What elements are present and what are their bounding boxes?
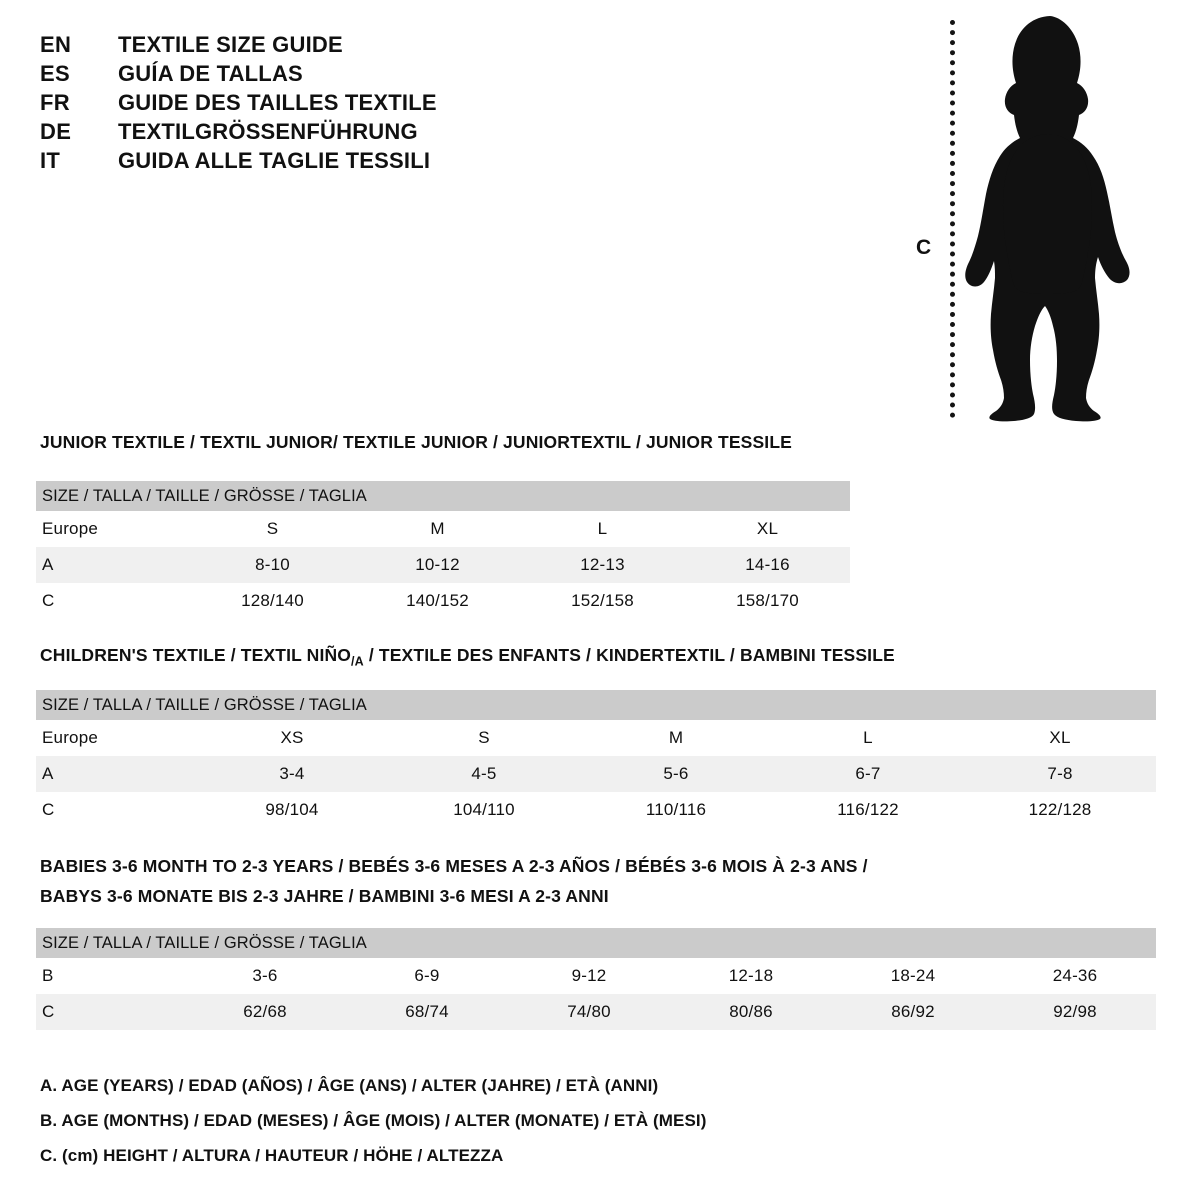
guide-title-es: GUÍA DE TALLAS (118, 61, 303, 86)
junior-size-m: M (355, 511, 520, 547)
junior-row-label-europe: Europe (36, 511, 190, 547)
section-heading-babies-line1: BABIES 3-6 MONTH TO 2-3 YEARS / BEBÉS 3-… (40, 856, 868, 876)
table-row: C 62/68 68/74 74/80 80/86 86/92 92/98 (36, 994, 1157, 1030)
child-silhouette-icon (965, 16, 1130, 422)
children-size-s: S (388, 720, 580, 756)
babies-months-5: 18-24 (832, 958, 994, 994)
table-row: Europe XS S M L XL (36, 720, 1157, 756)
junior-height-l: 152/158 (520, 583, 685, 619)
guide-title-de: TEXTILGRÖSSENFÜHRUNG (118, 119, 418, 144)
children-size-xl: XL (964, 720, 1157, 756)
children-age-m: 5-6 (580, 756, 772, 792)
children-age-xs: 3-4 (196, 756, 388, 792)
junior-age-xl: 14-16 (685, 547, 851, 583)
babies-height-4: 80/86 (670, 994, 832, 1030)
table-row: C 98/104 104/110 110/116 116/122 122/128 (36, 792, 1157, 828)
junior-age-s: 8-10 (190, 547, 355, 583)
children-height-xs: 98/104 (196, 792, 388, 828)
height-dotted-line (950, 20, 955, 418)
children-height-s: 104/110 (388, 792, 580, 828)
children-size-l: L (772, 720, 964, 756)
children-size-m: M (580, 720, 772, 756)
babies-height-3: 74/80 (508, 994, 670, 1030)
junior-size-l: L (520, 511, 685, 547)
language-code-es: ES (40, 61, 70, 86)
babies-months-2: 6-9 (346, 958, 508, 994)
language-row-en: EN TEXTILE SIZE GUIDE (40, 32, 660, 61)
babies-row-label-c: C (36, 994, 184, 1030)
babies-height-2: 68/74 (346, 994, 508, 1030)
babies-band-label: SIZE / TALLA / TAILLE / GRÖSSE / TAGLIA (36, 928, 1157, 958)
babies-height-1: 62/68 (184, 994, 346, 1030)
children-row-label-c: C (36, 792, 196, 828)
junior-size-xl: XL (685, 511, 851, 547)
table-row: A 3-4 4-5 5-6 6-7 7-8 (36, 756, 1157, 792)
language-code-en: EN (40, 32, 72, 57)
children-age-s: 4-5 (388, 756, 580, 792)
children-row-label-europe: Europe (36, 720, 196, 756)
babies-months-4: 12-18 (670, 958, 832, 994)
guide-title-it: GUIDA ALLE TAGLIE TESSILI (118, 148, 431, 173)
legend-line-b: B. AGE (MONTHS) / EDAD (MESES) / ÂGE (MO… (40, 1111, 707, 1130)
legend-line-c: C. (cm) HEIGHT / ALTURA / HAUTEUR / HÖHE… (40, 1146, 504, 1165)
junior-height-m: 140/152 (355, 583, 520, 619)
junior-height-s: 128/140 (190, 583, 355, 619)
children-heading-post: / TEXTILE DES ENFANTS / KINDERTEXTIL / B… (363, 645, 895, 665)
table-row: Europe S M L XL (36, 511, 851, 547)
babies-table-band: SIZE / TALLA / TAILLE / GRÖSSE / TAGLIA (36, 928, 1157, 958)
junior-row-label-c: C (36, 583, 190, 619)
children-band-label: SIZE / TALLA / TAILLE / GRÖSSE / TAGLIA (36, 690, 1157, 720)
junior-age-l: 12-13 (520, 547, 685, 583)
junior-size-table: SIZE / TALLA / TAILLE / GRÖSSE / TAGLIA … (36, 481, 851, 619)
children-table-band: SIZE / TALLA / TAILLE / GRÖSSE / TAGLIA (36, 690, 1157, 720)
children-size-xs: XS (196, 720, 388, 756)
language-row-fr: FR GUIDE DES TAILLES TEXTILE (40, 90, 660, 119)
language-code-it: IT (40, 148, 61, 173)
junior-age-m: 10-12 (355, 547, 520, 583)
section-heading-babies-line2: BABYS 3-6 MONATE BIS 2-3 JAHRE / BAMBINI… (40, 886, 609, 906)
section-heading-junior: JUNIOR TEXTILE / TEXTIL JUNIOR/ TEXTILE … (40, 432, 792, 452)
guide-title-en: TEXTILE SIZE GUIDE (118, 32, 343, 57)
legend-block: A. AGE (YEARS) / EDAD (AÑOS) / ÂGE (ANS)… (40, 1068, 940, 1173)
junior-row-label-a: A (36, 547, 190, 583)
junior-size-s: S (190, 511, 355, 547)
babies-row-label-b: B (36, 958, 184, 994)
babies-months-1: 3-6 (184, 958, 346, 994)
language-row-es: ES GUÍA DE TALLAS (40, 61, 660, 90)
babies-months-3: 9-12 (508, 958, 670, 994)
legend-line-a: A. AGE (YEARS) / EDAD (AÑOS) / ÂGE (ANS)… (40, 1076, 659, 1095)
children-height-m: 110/116 (580, 792, 772, 828)
babies-height-6: 92/98 (994, 994, 1157, 1030)
table-row: B 3-6 6-9 9-12 12-18 18-24 24-36 (36, 958, 1157, 994)
language-code-de: DE (40, 119, 72, 144)
children-heading-pre: CHILDREN'S TEXTILE / TEXTIL NIÑO (40, 645, 352, 665)
guide-title-fr: GUIDE DES TAILLES TEXTILE (118, 90, 437, 115)
children-age-l: 6-7 (772, 756, 964, 792)
babies-height-5: 86/92 (832, 994, 994, 1030)
junior-band-label: SIZE / TALLA / TAILLE / GRÖSSE / TAGLIA (36, 481, 851, 511)
height-measurement-figure: C (900, 14, 1170, 424)
babies-months-6: 24-36 (994, 958, 1157, 994)
language-title-block: EN TEXTILE SIZE GUIDE ES GUÍA DE TALLAS … (40, 32, 660, 177)
children-row-label-a: A (36, 756, 196, 792)
height-label-c: C (916, 236, 932, 259)
children-height-xl: 122/128 (964, 792, 1157, 828)
junior-table-band: SIZE / TALLA / TAILLE / GRÖSSE / TAGLIA (36, 481, 851, 511)
language-row-it: IT GUIDA ALLE TAGLIE TESSILI (40, 148, 660, 177)
children-heading-sub: /A (351, 654, 364, 669)
section-heading-children: CHILDREN'S TEXTILE / TEXTIL NIÑO/A / TEX… (40, 645, 895, 669)
language-code-fr: FR (40, 90, 70, 115)
table-row: C 128/140 140/152 152/158 158/170 (36, 583, 851, 619)
table-row: A 8-10 10-12 12-13 14-16 (36, 547, 851, 583)
babies-size-table: SIZE / TALLA / TAILLE / GRÖSSE / TAGLIA … (36, 928, 1157, 1030)
children-size-table: SIZE / TALLA / TAILLE / GRÖSSE / TAGLIA … (36, 690, 1157, 828)
children-age-xl: 7-8 (964, 756, 1157, 792)
junior-height-xl: 158/170 (685, 583, 851, 619)
children-height-l: 116/122 (772, 792, 964, 828)
language-row-de: DE TEXTILGRÖSSENFÜHRUNG (40, 119, 660, 148)
